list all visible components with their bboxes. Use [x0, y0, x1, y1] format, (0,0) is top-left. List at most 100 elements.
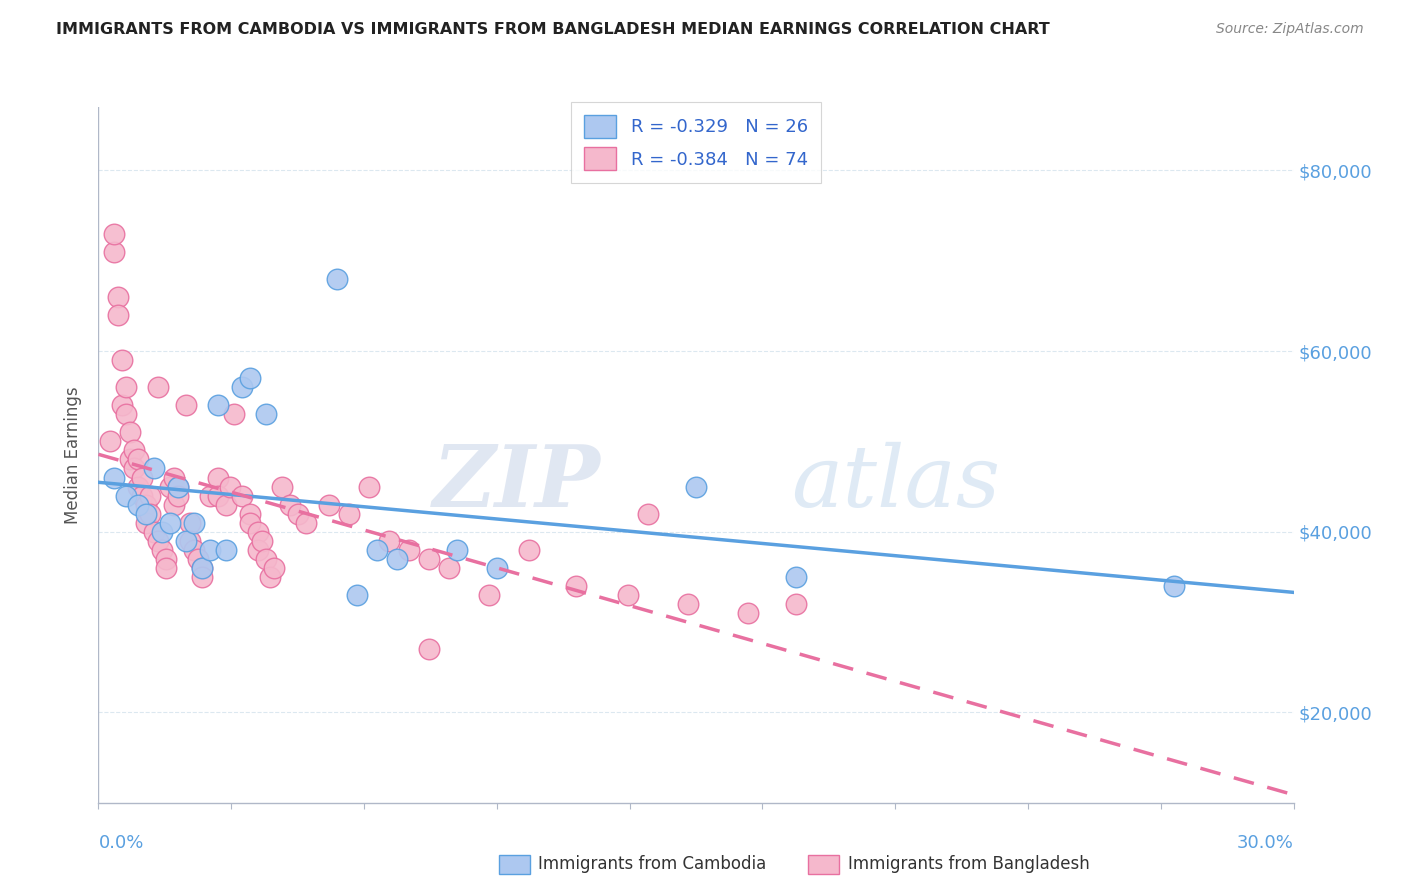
Point [163, 470, 186, 484]
Point [103, 244, 125, 259]
Point [198, 542, 221, 557]
Point [246, 524, 269, 539]
Point [120, 452, 142, 467]
Point [359, 479, 381, 493]
Point [131, 489, 153, 503]
Point [637, 507, 659, 521]
Point [254, 551, 277, 566]
Point [250, 533, 273, 548]
Point [150, 542, 173, 557]
Point [107, 290, 129, 304]
Point [131, 470, 153, 484]
Text: 0.0%: 0.0% [98, 834, 143, 852]
Point [785, 597, 807, 611]
Point [207, 398, 229, 412]
Point [139, 489, 162, 503]
Point [174, 398, 197, 412]
Text: atlas: atlas [792, 442, 1001, 524]
Point [737, 606, 759, 620]
Point [278, 498, 301, 512]
Point [239, 371, 262, 385]
Point [222, 407, 245, 421]
Point [294, 516, 316, 530]
Text: ZIP: ZIP [433, 441, 600, 524]
Point [326, 271, 349, 285]
Point [215, 498, 238, 512]
Point [239, 507, 262, 521]
Point [215, 542, 238, 557]
Point [259, 570, 281, 584]
Point [124, 443, 146, 458]
Point [143, 524, 166, 539]
Point [148, 380, 170, 394]
Legend: R = -0.329   N = 26, R = -0.384   N = 74: R = -0.329 N = 26, R = -0.384 N = 74 [571, 103, 821, 183]
Point [148, 533, 170, 548]
Point [100, 434, 122, 449]
Point [115, 380, 138, 394]
Point [159, 479, 181, 493]
Point [231, 380, 253, 394]
Point [111, 398, 134, 412]
Text: Source: ZipAtlas.com: Source: ZipAtlas.com [1216, 22, 1364, 37]
Point [231, 489, 253, 503]
Point [385, 551, 409, 566]
Point [135, 507, 157, 521]
Point [418, 551, 440, 566]
Point [270, 479, 292, 493]
Point [127, 479, 149, 493]
Point [120, 425, 142, 440]
Point [219, 479, 242, 493]
Point [191, 561, 214, 575]
Point [107, 308, 129, 322]
Text: Immigrants from Cambodia: Immigrants from Cambodia [538, 855, 766, 873]
Point [378, 533, 401, 548]
Point [124, 461, 146, 475]
Point [187, 551, 209, 566]
Point [135, 516, 157, 530]
Point [111, 353, 134, 368]
Point [155, 551, 177, 566]
Point [150, 524, 173, 539]
Point [478, 588, 501, 602]
Point [183, 542, 205, 557]
Point [346, 588, 368, 602]
Point [155, 561, 177, 575]
Point [239, 516, 262, 530]
Point [685, 479, 707, 493]
Point [143, 461, 166, 475]
Point [446, 542, 468, 557]
Point [617, 588, 640, 602]
Point [115, 407, 138, 421]
Point [485, 561, 508, 575]
Point [207, 470, 229, 484]
Point [179, 533, 201, 548]
Point [785, 570, 807, 584]
Point [163, 498, 186, 512]
Point [191, 561, 214, 575]
Point [339, 507, 360, 521]
Point [103, 470, 125, 484]
Point [366, 542, 388, 557]
Point [139, 507, 162, 521]
Point [179, 516, 201, 530]
Text: 30.0%: 30.0% [1237, 834, 1294, 852]
Point [135, 498, 157, 512]
Point [437, 561, 460, 575]
Point [167, 479, 190, 493]
Point [318, 498, 340, 512]
Point [207, 489, 229, 503]
Point [418, 642, 440, 657]
Point [1163, 579, 1185, 593]
Point [103, 227, 125, 241]
Point [246, 542, 269, 557]
Point [191, 570, 214, 584]
Point [263, 561, 285, 575]
Point [676, 597, 699, 611]
Point [115, 489, 138, 503]
Point [565, 579, 588, 593]
Text: IMMIGRANTS FROM CAMBODIA VS IMMIGRANTS FROM BANGLADESH MEDIAN EARNINGS CORRELATI: IMMIGRANTS FROM CAMBODIA VS IMMIGRANTS F… [56, 22, 1050, 37]
Point [198, 489, 221, 503]
Point [398, 542, 420, 557]
Text: Immigrants from Bangladesh: Immigrants from Bangladesh [848, 855, 1090, 873]
Point [167, 489, 190, 503]
